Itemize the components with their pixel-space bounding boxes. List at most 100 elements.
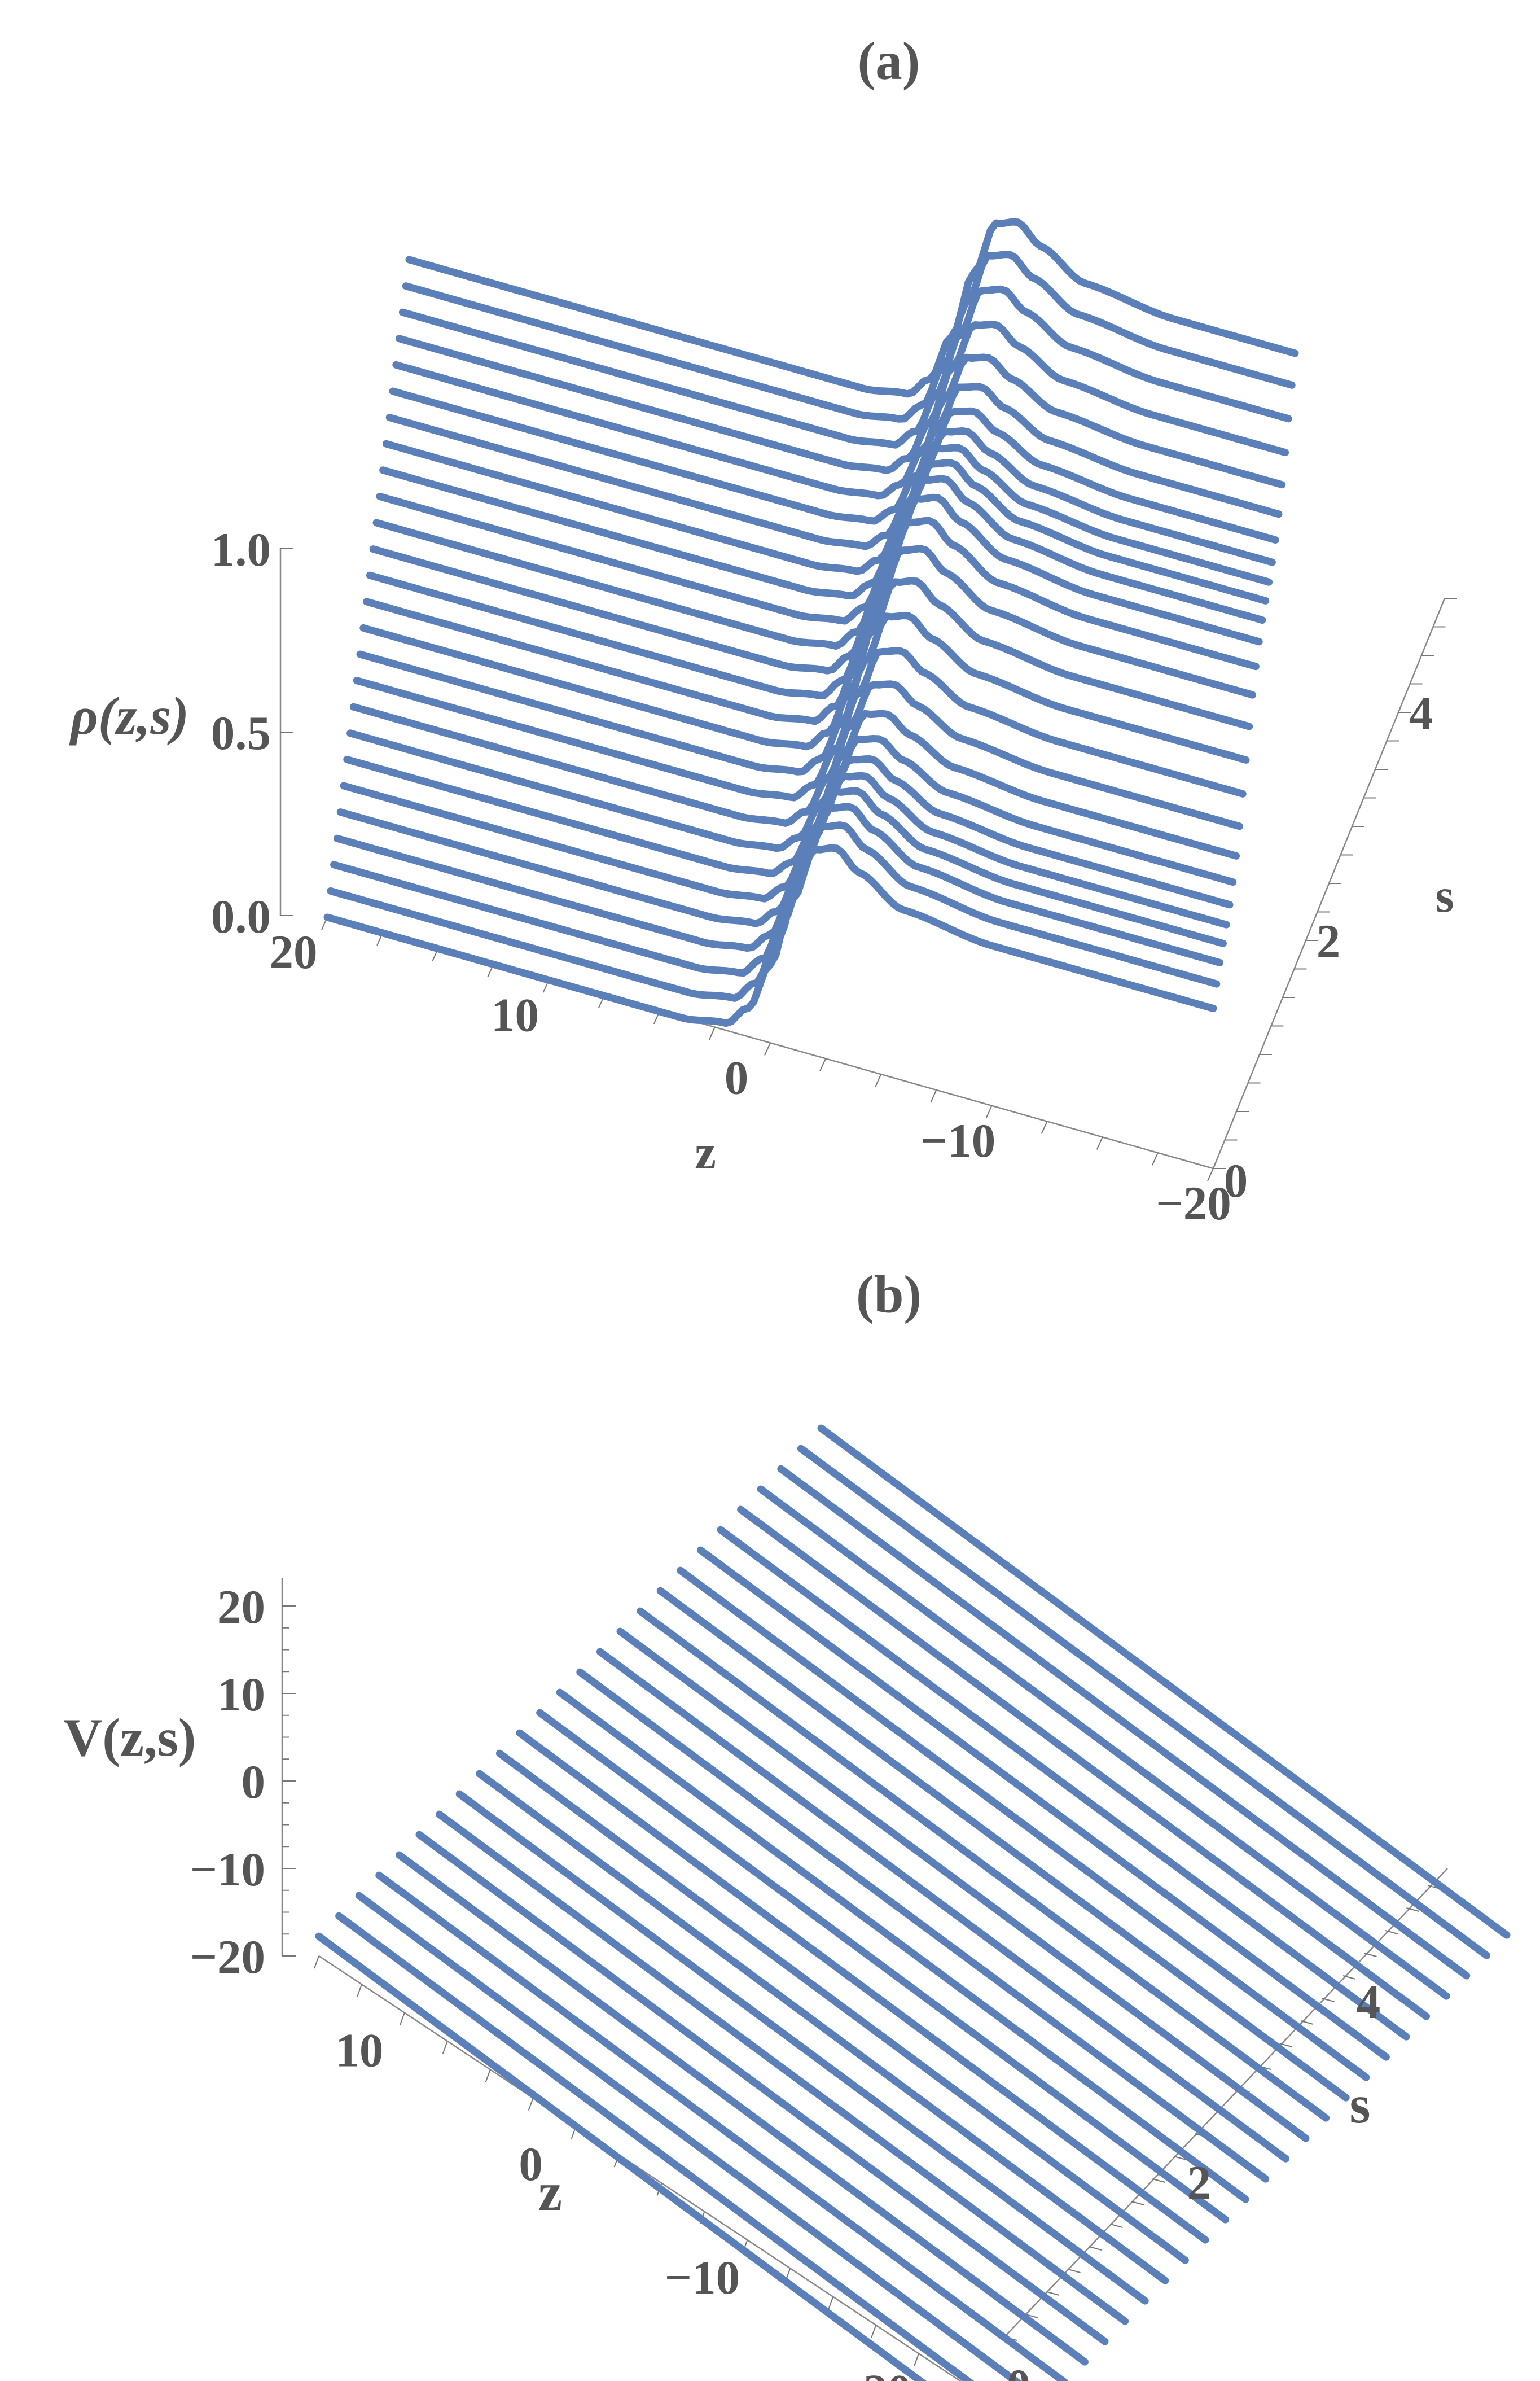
panel-b-ztick-label: 10 (217, 1668, 265, 1721)
panel-a-curve (382, 427, 1276, 575)
panel-b-xtick-label: −10 (665, 2251, 740, 2304)
panel-b-yaxis-tick (1046, 2291, 1060, 2296)
panel-b-xaxis-tick (914, 2353, 920, 2366)
panel-a-xaxis-tick (875, 1074, 882, 1087)
panel-b-ytick-label: 0 (1007, 2360, 1031, 2381)
panel-b-yaxis-tick (1025, 2314, 1038, 2318)
panel-b-xaxis-tick (356, 1984, 362, 1997)
panel-b-curve (536, 1709, 1230, 2224)
panel-b-yaxis-tick (1406, 1907, 1419, 1912)
panel-b-zlabel: V(z,s) (64, 1708, 196, 1767)
panel-a-xaxis-tick (1151, 1152, 1159, 1166)
panel-a-curve (379, 444, 1273, 599)
panel-a-curve (396, 320, 1289, 475)
panel-a-xtick-label: −20 (1156, 1177, 1231, 1230)
panel-a-curve (327, 821, 1221, 1002)
panel-a-curve (323, 844, 1217, 1027)
panel-a-xaxis-tick (819, 1058, 827, 1071)
panel-b-curve (436, 1810, 1129, 2325)
panel-b-ytick-label: 4 (1357, 1976, 1381, 2029)
panel-a-curve (340, 755, 1234, 909)
panel-b-yaxis-tick (1385, 1930, 1398, 1934)
panel-b-curve (556, 1688, 1249, 2203)
panel-a-curve (402, 251, 1296, 423)
panel-a-curve (343, 735, 1237, 886)
panel-b-xlabel: z (538, 2162, 562, 2222)
panel-b-xaxis-tick (314, 1955, 319, 1969)
panel-b-curve (616, 1627, 1310, 2142)
panel-a-xaxis-tick (708, 1027, 716, 1040)
panel-b-curve (576, 1668, 1270, 2183)
panel-b-curve (516, 1729, 1209, 2244)
panel-b-yaxis-tick (1089, 2246, 1102, 2251)
panel-b-xaxis-tick (442, 2041, 448, 2054)
panel-a-curve (405, 218, 1299, 398)
panel-a-xaxis-tick (1096, 1136, 1103, 1150)
panel-a-zlabel: ρ(z,s) (69, 686, 189, 746)
panel-b-yaxis-tick (1131, 2201, 1144, 2205)
panel-a-xaxis-tick (985, 1105, 993, 1119)
panel-a-curve (346, 710, 1240, 860)
panel-a-xaxis-tick (1207, 1168, 1214, 1181)
panel-b-ytick-label: 2 (1187, 2156, 1212, 2209)
panel-b-xtick-label: 10 (335, 2024, 383, 2077)
panel-a-curves (323, 218, 1299, 1027)
panel-b-xaxis-tick (528, 2098, 534, 2111)
panel-b-curve (476, 1770, 1169, 2284)
panel-b-title: (b) (856, 1264, 922, 1324)
panel-b-curve (656, 1587, 1350, 2102)
panel-b-xaxis-tick (399, 2012, 405, 2025)
panel-b-xtick-label: 0 (519, 2138, 543, 2191)
panel-b-curve (415, 1831, 1109, 2345)
panel-a-curve (363, 545, 1257, 725)
panel-b-curve (335, 1912, 975, 2381)
panel-b-curve (717, 1526, 1410, 2041)
panel-a-xtick-label: 10 (491, 988, 539, 1041)
panel-b-yaxis-tick (1279, 2043, 1292, 2047)
panel-a-curve (349, 680, 1243, 830)
panel-b-axes (281, 1578, 1448, 2381)
panel-b-curves (315, 1424, 1511, 2381)
panel-a-curve (366, 517, 1260, 699)
panel-a-curve (356, 612, 1250, 776)
panel-a-xlabel: z (695, 1126, 716, 1179)
panel-a-curve (330, 803, 1224, 977)
panel-b-yaxis-tick (1322, 1998, 1335, 2002)
panel-b-curve (355, 1892, 1022, 2381)
panel-b-xaxis-tick (871, 2325, 877, 2338)
panel-b-yaxis-tick (1364, 1953, 1377, 1957)
panel-b-yaxis-tick (1300, 2020, 1314, 2025)
panel-b-curve (777, 1465, 1471, 1980)
panel-b-curve (696, 1546, 1390, 2061)
panel-b-curve (637, 1607, 1330, 2122)
panel-a-curve (385, 407, 1279, 550)
panel-a-xtick-label: 20 (270, 926, 318, 979)
panel-a-xaxis-tick (930, 1089, 937, 1103)
panel-a-axes (279, 548, 1457, 1181)
panel-b-curve (677, 1566, 1370, 2081)
panel-a-curve (359, 577, 1253, 751)
panel-a-xaxis-tick (764, 1043, 771, 1056)
panel-b-yaxis-tick (1152, 2178, 1165, 2183)
panel-b-xaxis-tick (828, 2296, 834, 2310)
panel-b-curve (455, 1790, 1149, 2305)
panel-b-yaxis-tick (1110, 2224, 1123, 2228)
panel-b-curve (495, 1749, 1189, 2264)
panel-a-curve (398, 285, 1292, 449)
panel-a-curve (369, 493, 1263, 675)
panel-b-yaxis-tick (1342, 1975, 1356, 1980)
panel-a-ytick-label: 0 (1224, 1154, 1248, 1207)
panel-b-curve (395, 1851, 1089, 2366)
panel-b-ztick-label: 20 (217, 1581, 265, 1634)
panel-b-yaxis-tick (1173, 2156, 1187, 2160)
panel-a-xtick-label: −10 (920, 1114, 995, 1167)
panel-a-curve (376, 459, 1270, 625)
panel-b-curve (757, 1485, 1450, 2000)
panel-b-ztick-label: 0 (242, 1756, 266, 1809)
panel-b-curve (797, 1445, 1490, 1959)
panel-b-curve (817, 1424, 1511, 1939)
panel-b-tick-labels: −20 −10 0 10 20 10 0 −10 −20 0 2 4 (190, 1581, 1381, 2381)
